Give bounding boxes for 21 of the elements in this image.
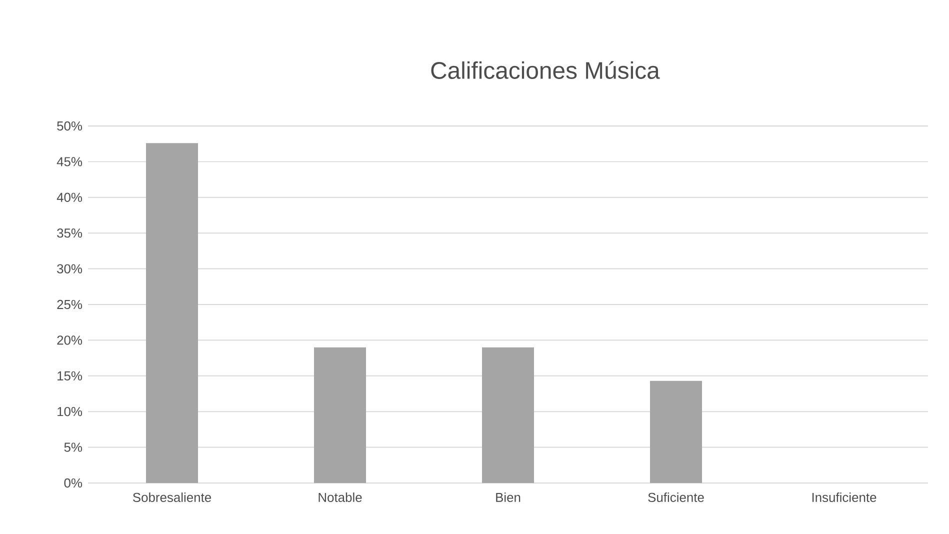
y-tick-label: 50%: [57, 121, 82, 131]
x-tick-label: Bien: [496, 492, 520, 502]
y-tick-label: 30%: [57, 264, 82, 274]
x-tick-label: Sobresaliente: [133, 492, 212, 502]
bar: [314, 347, 366, 483]
y-tick-label: 15%: [58, 371, 82, 380]
y-tick-label: 45%: [56, 157, 82, 166]
y-tick-label: 10%: [58, 406, 82, 416]
x-tick-label: Insuficiente: [812, 492, 876, 502]
x-tick-label: Suficiente: [648, 492, 704, 502]
x-tick-label: Notable: [318, 492, 362, 502]
y-tick-label: 5%: [64, 442, 82, 452]
y-tick-label: 20%: [57, 336, 82, 345]
y-tick-label: 25%: [57, 300, 82, 310]
bar: [146, 143, 198, 483]
y-tick-label: 35%: [57, 228, 82, 238]
chart-title: Calificaciones Música: [431, 61, 660, 79]
bar: [482, 347, 534, 483]
y-tick-label: 0%: [64, 478, 82, 488]
y-tick-label: 40%: [56, 192, 82, 202]
bar: [650, 380, 702, 483]
